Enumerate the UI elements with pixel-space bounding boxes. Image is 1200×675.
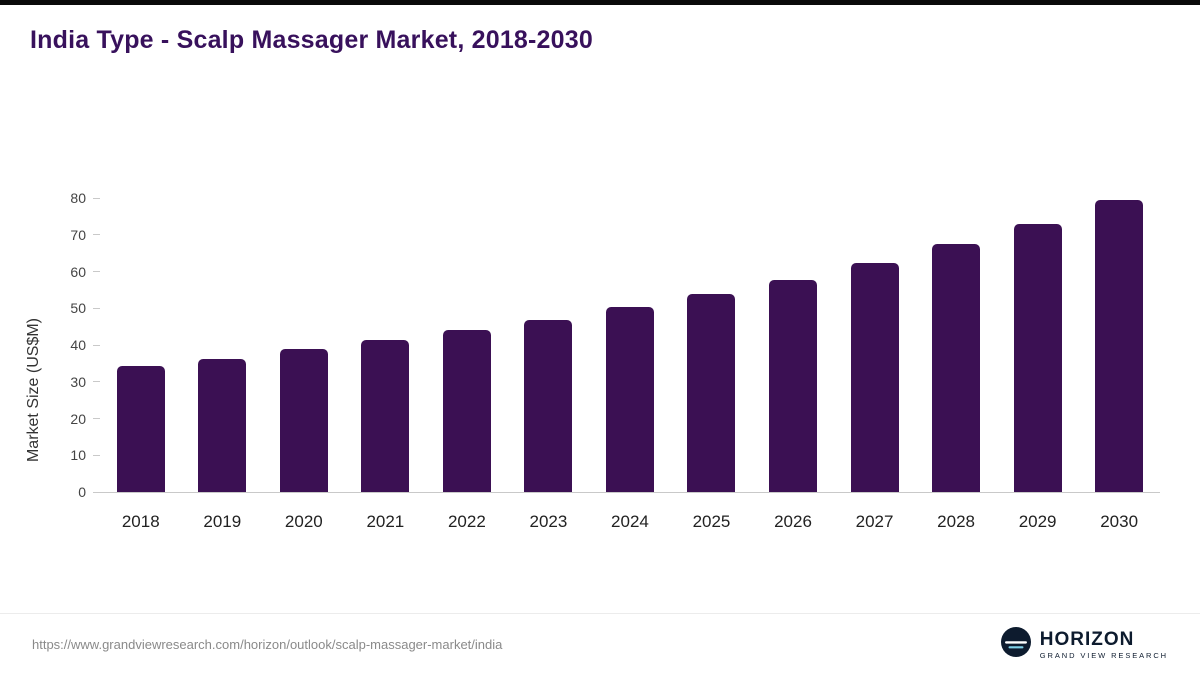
bar-column-2019: [182, 198, 264, 492]
x-tick-label-2024: 2024: [611, 512, 649, 531]
bar-column-2028: [915, 198, 997, 492]
bar-column-2030: [1078, 198, 1160, 492]
y-tick-mark: [93, 454, 100, 456]
y-tick-mark: [93, 418, 100, 419]
bar-2029: [1013, 224, 1062, 492]
horizon-logo-text: HORIZON GRAND VIEW RESEARCH: [1040, 630, 1168, 660]
y-tick-label: 70: [70, 226, 86, 243]
source-url: https://www.grandviewresearch.com/horizo…: [32, 637, 503, 652]
y-tick-label: 80: [70, 190, 86, 206]
bar-2026: [769, 279, 818, 492]
bar-2022: [442, 329, 491, 492]
bar-2027: [850, 263, 899, 492]
horizon-logo-icon: [1000, 627, 1031, 662]
y-tick-mark: [93, 344, 100, 346]
y-tick-mark: [93, 381, 100, 383]
bar-column-2023: [508, 198, 590, 492]
y-tick-mark: [93, 491, 100, 493]
bar-column-2026: [752, 198, 834, 492]
y-tick-label: 60: [70, 263, 86, 280]
y-tick-mark: [93, 234, 100, 236]
x-tick-label-2019: 2019: [203, 512, 242, 531]
bar-2021: [361, 339, 410, 492]
y-tick-label: 0: [78, 484, 86, 500]
bar-column-2024: [589, 198, 671, 492]
bar-2028: [932, 244, 981, 492]
bar-column-2018: [100, 198, 182, 492]
x-tick-label-2026: 2026: [774, 512, 812, 531]
x-tick-label-2025: 2025: [692, 512, 731, 531]
bar-column-2021: [345, 198, 427, 492]
y-tick-label: 10: [70, 447, 86, 464]
bar-2018: [116, 365, 165, 492]
bar-2019: [198, 359, 247, 492]
top-accent-bar: [0, 0, 1200, 5]
footer: https://www.grandviewresearch.com/horizo…: [0, 613, 1200, 675]
bar-column-2027: [834, 198, 916, 492]
bar-2023: [524, 319, 573, 492]
x-tick-label-2030: 2030: [1100, 512, 1139, 531]
y-tick-label: 20: [70, 410, 86, 427]
x-axis-labels: 2018 2019 2020 2021 2022 2023 2024 2025 2026 2027…: [100, 512, 1160, 532]
bar-2024: [605, 306, 654, 492]
x-tick-label-2029: 2029: [1018, 512, 1057, 531]
bar-2020: [279, 349, 328, 492]
bar-column-2029: [997, 198, 1079, 492]
x-tick-label-2018: 2018: [121, 512, 160, 531]
bar-column-2020: [263, 198, 345, 492]
y-tick-label: 40: [70, 337, 86, 353]
y-tick-mark: [93, 271, 100, 272]
y-tick-label: 30: [70, 373, 86, 390]
x-tick-label-2027: 2027: [855, 512, 894, 531]
bars-container: [100, 198, 1160, 492]
page-title: India Type - Scalp Massager Market, 2018…: [30, 26, 593, 54]
bar-chart: Market Size (US$M) 0 10 20 30 40 50 60 70 80 201…: [0, 90, 1200, 610]
bar-column-2025: [671, 198, 753, 492]
bar-2025: [687, 293, 736, 492]
horizon-logo: HORIZON GRAND VIEW RESEARCH: [1000, 627, 1168, 662]
x-tick-label-2028: 2028: [937, 512, 975, 531]
x-tick-label-2023: 2023: [529, 512, 568, 531]
bar-2030: [1095, 200, 1144, 492]
x-tick-label-2020: 2020: [284, 512, 323, 531]
bar-column-2022: [426, 198, 508, 492]
brand-tagline: GRAND VIEW RESEARCH: [1039, 650, 1168, 660]
brand-name: HORIZON: [1039, 628, 1135, 650]
plot-area: 0 10 20 30 40 50 60 70 80: [70, 190, 1160, 500]
y-axis-title: Market Size (US$M): [25, 317, 42, 463]
y-tick-mark: [93, 307, 100, 309]
x-tick-label-2021: 2021: [366, 512, 405, 531]
y-tick-mark: [93, 197, 100, 199]
y-tick-label: 50: [70, 300, 86, 317]
x-tick-label-2022: 2022: [447, 512, 486, 531]
